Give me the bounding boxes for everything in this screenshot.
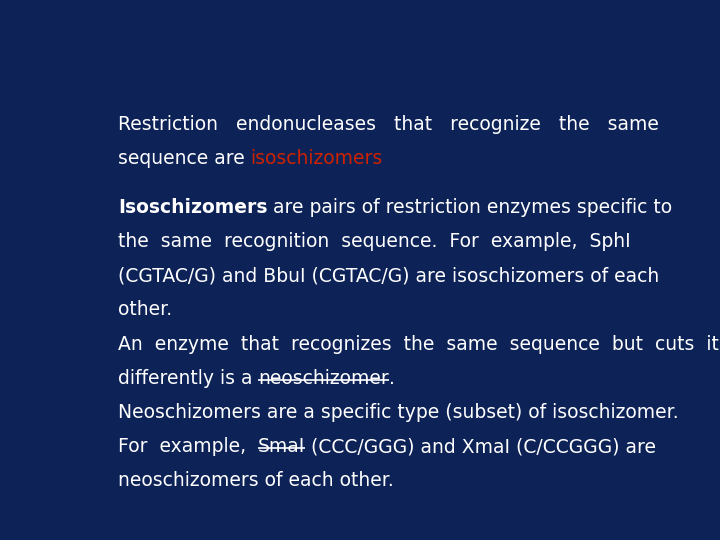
Text: An  enzyme  that  recognizes  the  same  sequence  but  cuts  it: An enzyme that recognizes the same seque… <box>118 335 719 354</box>
Text: Isoschizomers: Isoschizomers <box>118 198 267 217</box>
Text: For  example,: For example, <box>118 437 258 456</box>
Text: Neoschizomers are a specific type (subset) of isoschizomer.: Neoschizomers are a specific type (subse… <box>118 403 678 422</box>
Text: neoschizomers of each other.: neoschizomers of each other. <box>118 471 394 490</box>
Text: SmaI: SmaI <box>258 437 305 456</box>
Text: (CCC/GGG) and XmaI (C/CCGGG) are: (CCC/GGG) and XmaI (C/CCGGG) are <box>305 437 656 456</box>
Text: .: . <box>389 369 395 388</box>
Text: sequence are: sequence are <box>118 149 251 168</box>
Text: differently is a: differently is a <box>118 369 258 388</box>
Text: isoschizomers: isoschizomers <box>251 149 383 168</box>
Text: neoschizomer: neoschizomer <box>258 369 389 388</box>
Text: Restriction   endonucleases   that   recognize   the   same: Restriction endonucleases that recognize… <box>118 114 659 134</box>
Text: (CGTAC/G) and BbuI (CGTAC/G) are isoschizomers of each: (CGTAC/G) and BbuI (CGTAC/G) are isoschi… <box>118 266 659 285</box>
Text: the  same  recognition  sequence.  For  example,  SphI: the same recognition sequence. For examp… <box>118 232 631 251</box>
Text: other.: other. <box>118 300 172 319</box>
Text: are pairs of restriction enzymes specific to: are pairs of restriction enzymes specifi… <box>267 198 672 217</box>
